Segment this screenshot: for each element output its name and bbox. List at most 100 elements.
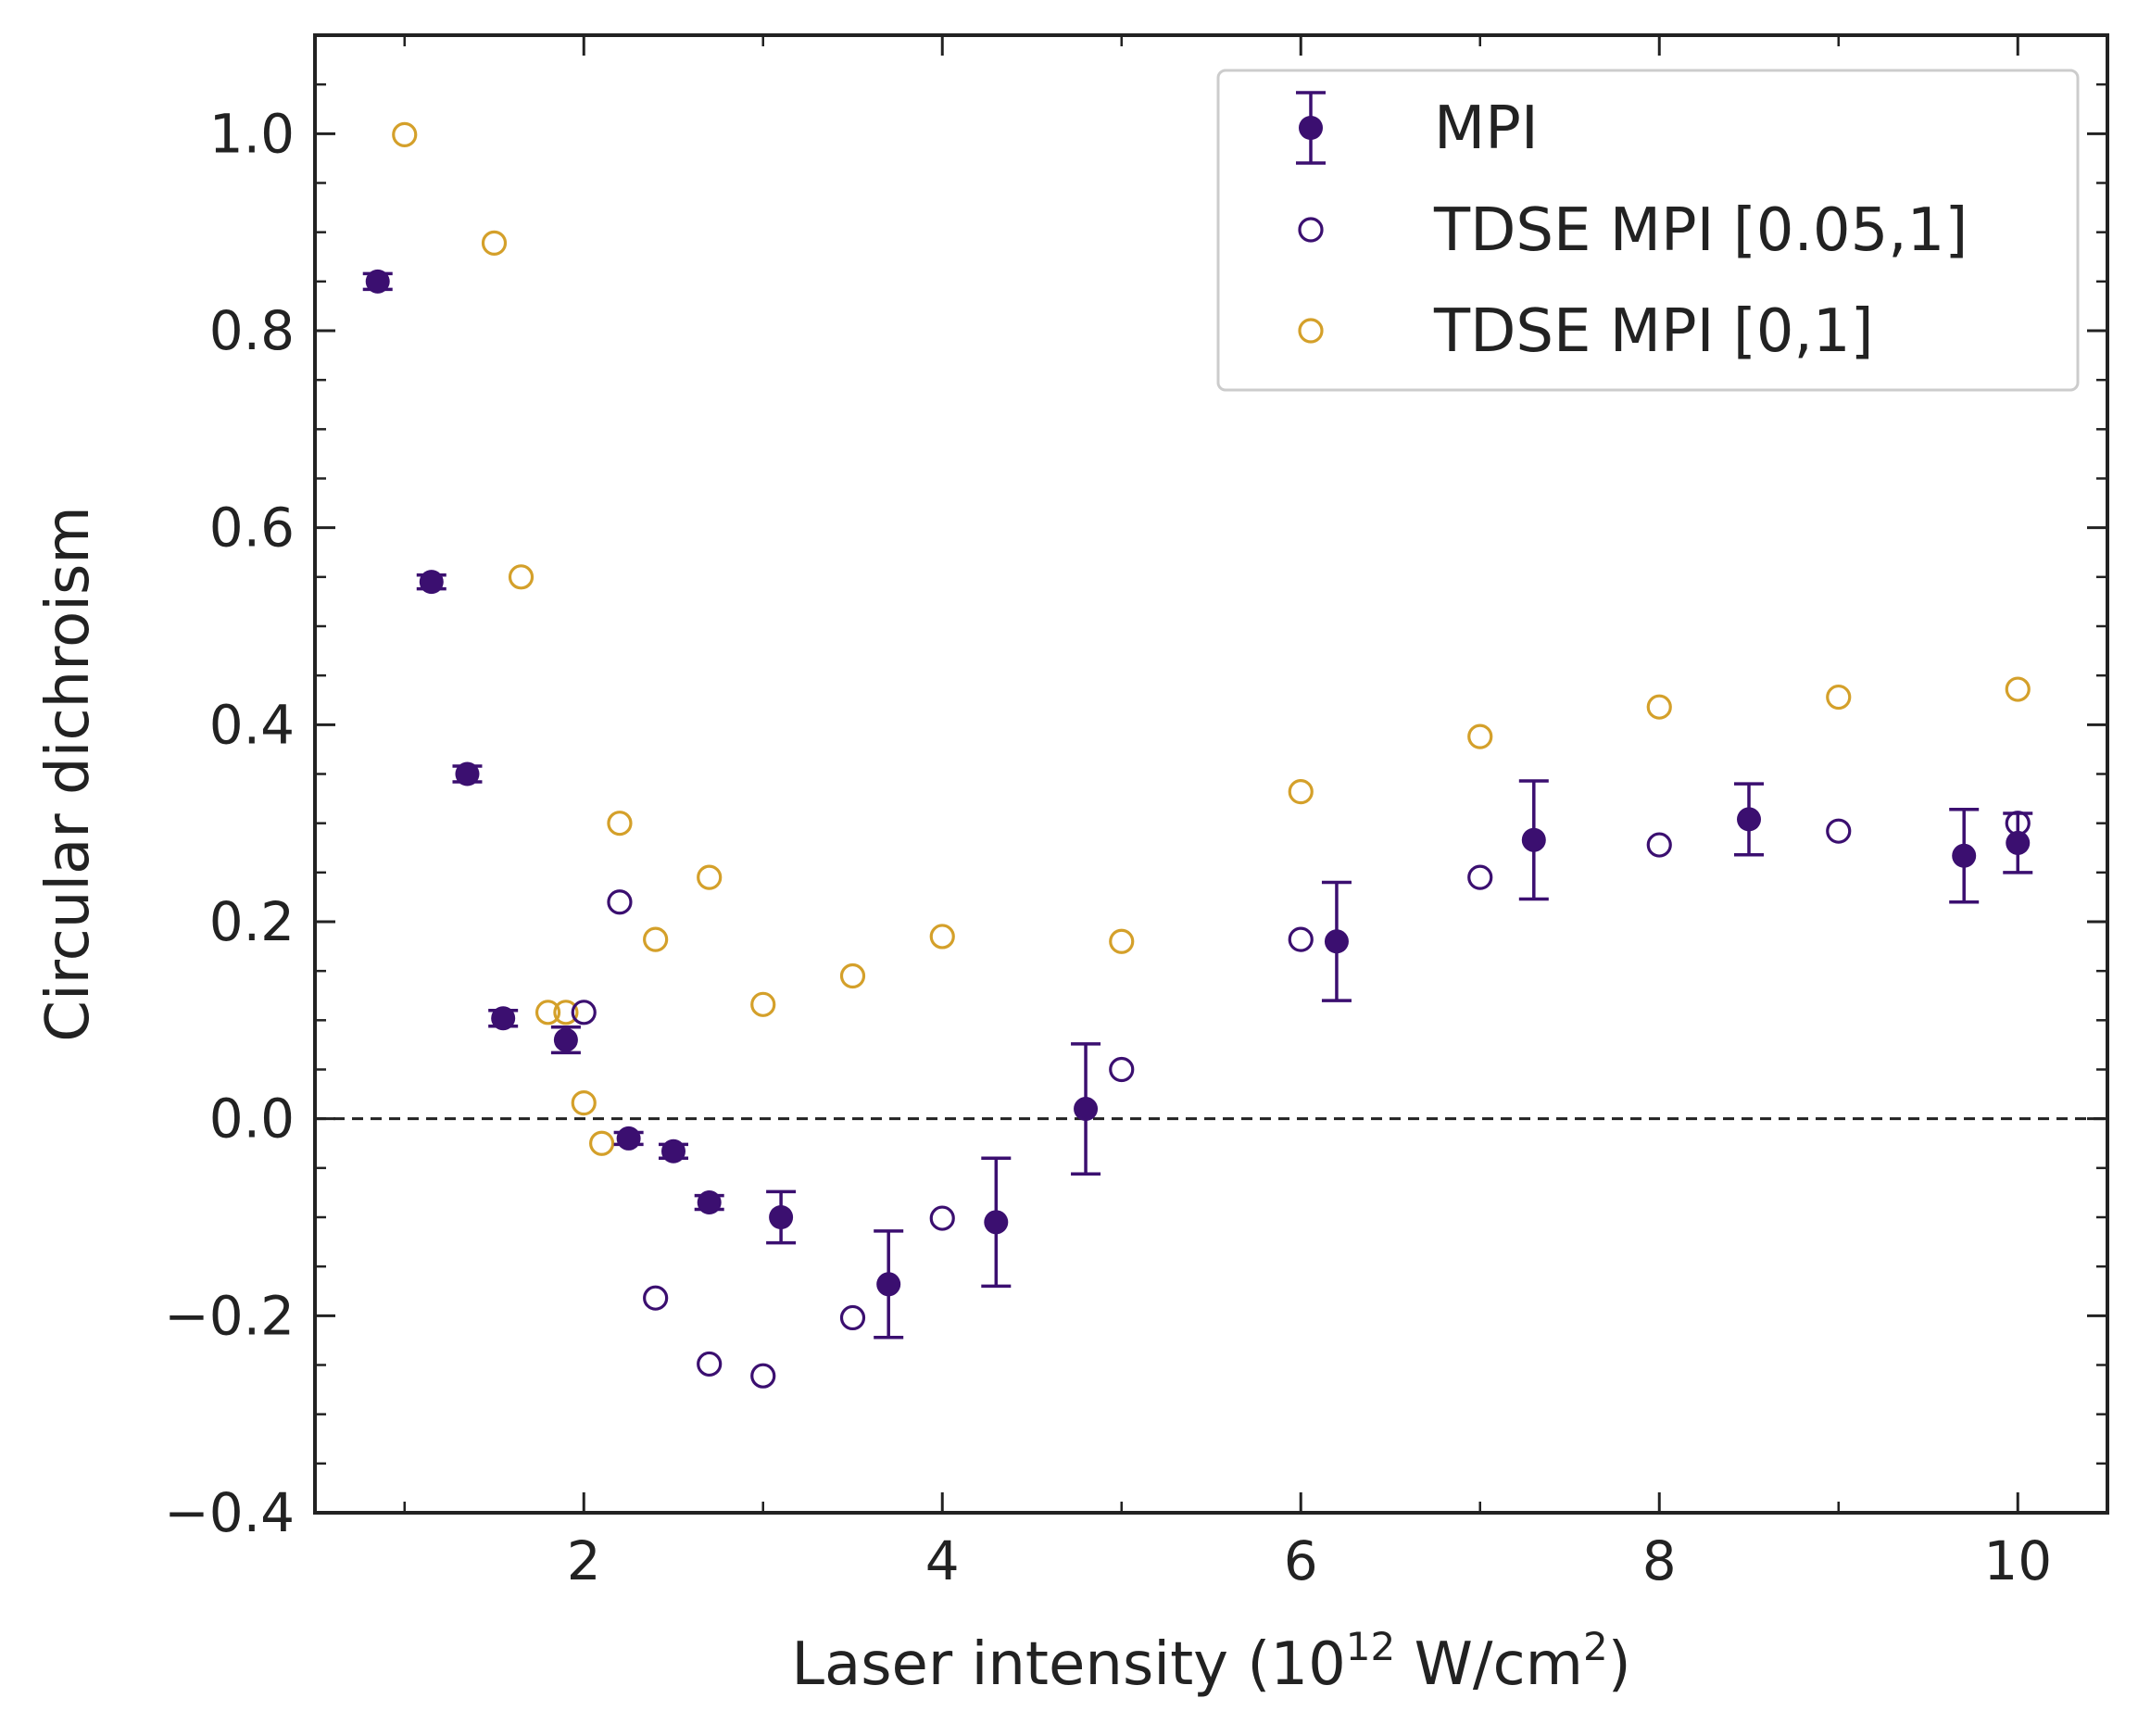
tdse-mpi-0-1-point bbox=[553, 1000, 579, 1025]
mpi-point bbox=[2003, 811, 2033, 874]
mpi-marker bbox=[491, 1006, 516, 1031]
legend-label-mpi: MPI bbox=[1434, 94, 1539, 163]
mpi-point bbox=[416, 570, 446, 595]
mpi-marker bbox=[697, 1190, 722, 1215]
mpi-point bbox=[766, 1189, 797, 1245]
mpi-point bbox=[1518, 779, 1549, 901]
legend-entry-tdse-mpi-0-05-1: TDSE MPI [0.05,1] bbox=[1298, 196, 1968, 265]
mpi-marker bbox=[1074, 1097, 1099, 1122]
mpi-point bbox=[1071, 1042, 1101, 1176]
x-axis-title-unit: W/cm bbox=[1395, 1630, 1583, 1699]
tdse-mpi-0-05-1-point bbox=[839, 1304, 866, 1331]
mpi-point bbox=[659, 1138, 688, 1164]
mpi-marker bbox=[876, 1272, 901, 1297]
tdse-mpi-0-1-point bbox=[534, 1000, 561, 1025]
tdse-mpi-0-1-point bbox=[1288, 779, 1314, 805]
tdse-mpi-0-1-point bbox=[1646, 694, 1672, 720]
legend-label-tdse-mpi-0-1: TDSE MPI [0,1] bbox=[1433, 297, 1874, 366]
tdse-mpi-0-05-1-point bbox=[697, 1351, 723, 1377]
legend-entry-tdse-mpi-0-1: TDSE MPI [0,1] bbox=[1298, 297, 1874, 366]
legend-entry-mpi: MPI bbox=[1296, 91, 1539, 165]
tdse-mpi-0-1-point bbox=[607, 811, 633, 837]
y-tick-label: 0.6 bbox=[209, 497, 295, 560]
tdse-mpi-0-05-1-point bbox=[643, 1285, 669, 1311]
mpi-point bbox=[452, 761, 483, 786]
mpi-point bbox=[1321, 880, 1352, 1002]
mpi-marker bbox=[455, 761, 480, 786]
tdse-mpi-0-05-1-point bbox=[607, 889, 633, 915]
x-axis-title-exponent: 12 bbox=[1346, 1624, 1395, 1669]
mpi-marker bbox=[1737, 807, 1761, 832]
mpi-point bbox=[550, 1025, 581, 1055]
tdse-mpi-0-05-1-point bbox=[571, 1000, 597, 1025]
tdse-mpi-0-05-1-point bbox=[1109, 1056, 1135, 1083]
mpi-point bbox=[362, 269, 393, 294]
tick-labels-layer: 2 4 6 8 10 −0.4 −0.2 0.0 0.2 0.4 0.6 0.8 1.0 bbox=[164, 102, 2052, 1592]
tdse-mpi-0-1-point bbox=[1109, 928, 1135, 954]
mpi-marker bbox=[365, 269, 390, 294]
mpi-marker bbox=[769, 1205, 794, 1229]
y-tick-label: 0.4 bbox=[209, 693, 295, 756]
tdse-mpi-0-05-1-point bbox=[1826, 818, 1852, 844]
legend-mpi-marker bbox=[1299, 116, 1323, 140]
x-tick-label: 6 bbox=[1284, 1529, 1318, 1592]
tdse-mpi-0-1-point bbox=[1467, 723, 1493, 749]
mpi-point bbox=[1734, 782, 1764, 857]
legend: MPI TDSE MPI [0.05,1] TDSE MPI [0,1] bbox=[1216, 69, 2080, 392]
tdse-mpi-0-1-point bbox=[392, 121, 418, 147]
mpi-marker bbox=[419, 570, 444, 595]
tdse-mpi-0-05-1-point bbox=[1646, 832, 1672, 858]
mpi-point bbox=[613, 1126, 644, 1151]
tdse-mpi-0-05-1-point bbox=[1288, 926, 1314, 952]
x-tick-label: 2 bbox=[567, 1529, 601, 1592]
legend-label-tdse-mpi-0-05-1: TDSE MPI [0.05,1] bbox=[1433, 196, 1968, 265]
tdse-mpi-0-1-point bbox=[588, 1130, 615, 1156]
y-axis-title: Circular dichroism bbox=[34, 506, 103, 1041]
mpi-point bbox=[981, 1156, 1012, 1289]
legend-tdse-mpi-0-05-1-marker bbox=[1298, 217, 1324, 243]
tdse-mpi-0-05-1-point bbox=[929, 1205, 955, 1231]
data-points-layer bbox=[362, 121, 2033, 1389]
y-tick-label: 0.0 bbox=[209, 1088, 295, 1151]
y-tick-label: −0.2 bbox=[164, 1284, 295, 1347]
plot-area-frame bbox=[313, 33, 2109, 1515]
x-tick-label: 8 bbox=[1642, 1529, 1677, 1592]
legend-tdse-mpi-0-1-marker bbox=[1298, 318, 1324, 344]
tdse-mpi-0-1-point bbox=[643, 926, 669, 952]
mpi-marker bbox=[553, 1027, 578, 1052]
x-axis-title-suffix: ) bbox=[1608, 1630, 1631, 1699]
mpi-marker bbox=[616, 1126, 641, 1151]
tdse-mpi-0-1-point bbox=[1826, 684, 1852, 711]
legend-box bbox=[1216, 69, 2080, 392]
tdse-mpi-0-1-point bbox=[571, 1090, 597, 1116]
y-tick-label: 0.2 bbox=[209, 890, 295, 953]
tdse-mpi-0-1-point bbox=[839, 962, 866, 989]
tdse-mpi-0-05-1-point bbox=[1467, 864, 1493, 890]
mpi-marker bbox=[2006, 830, 2031, 855]
mpi-marker bbox=[1952, 843, 1977, 868]
tdse-mpi-0-1-point bbox=[2005, 676, 2031, 702]
mpi-point bbox=[488, 1006, 519, 1031]
tdse-mpi-0-1-point bbox=[929, 924, 955, 950]
mpi-point bbox=[1949, 808, 1980, 904]
tdse-mpi-0-1-point bbox=[750, 991, 776, 1017]
y-tick-label: −0.4 bbox=[164, 1481, 295, 1544]
mpi-marker bbox=[984, 1210, 1009, 1235]
x-axis-title-prefix: Laser intensity (10 bbox=[791, 1630, 1345, 1699]
y-tick-label: 1.0 bbox=[209, 102, 295, 165]
tdse-mpi-0-1-point bbox=[481, 230, 508, 256]
x-tick-label: 4 bbox=[925, 1529, 960, 1592]
mpi-marker bbox=[661, 1138, 685, 1164]
y-tick-label: 0.8 bbox=[209, 299, 295, 362]
mpi-point bbox=[694, 1190, 724, 1215]
x-tick-label: 10 bbox=[1983, 1529, 2052, 1592]
x-axis-title: Laser intensity (1012 W/cm2) bbox=[791, 1624, 1630, 1699]
legend-entries: MPI TDSE MPI [0.05,1] TDSE MPI [0,1] bbox=[1296, 91, 1968, 366]
mpi-marker bbox=[1324, 929, 1349, 954]
tdse-mpi-0-1-point bbox=[697, 864, 723, 890]
tdse-mpi-0-05-1-point bbox=[750, 1363, 776, 1389]
mpi-marker bbox=[1521, 827, 1546, 852]
mpi-point bbox=[874, 1229, 904, 1340]
x-axis-title-unit-exponent: 2 bbox=[1583, 1624, 1608, 1669]
